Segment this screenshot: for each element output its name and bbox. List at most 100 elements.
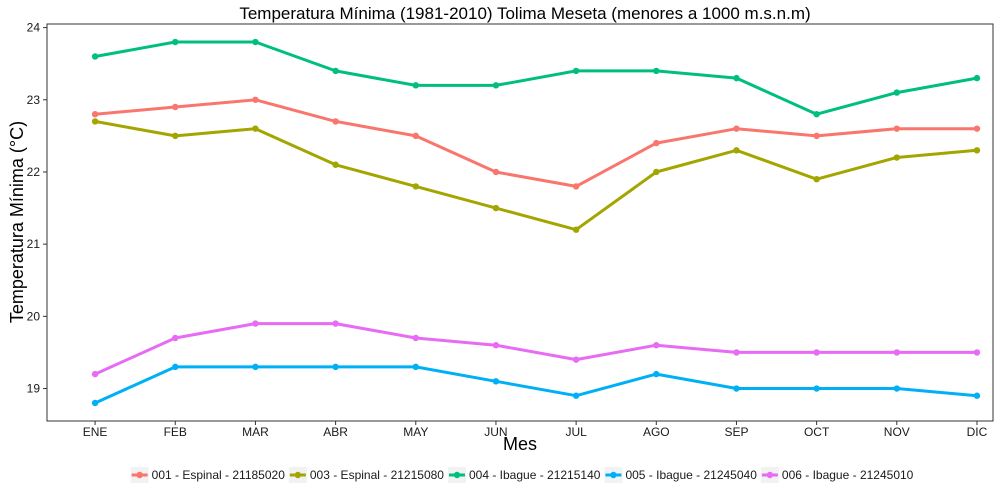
y-tick-label: 19 xyxy=(27,382,41,396)
data-point xyxy=(813,349,820,356)
data-point xyxy=(332,118,339,125)
data-point xyxy=(252,363,259,371)
y-axis: 19 20 21 22 23 24 xyxy=(27,21,47,396)
data-point xyxy=(412,82,419,89)
series-line-5 xyxy=(93,322,979,376)
data-point xyxy=(572,183,580,190)
data-point xyxy=(893,125,900,132)
data-point xyxy=(252,96,259,103)
data-point xyxy=(492,204,500,212)
x-tick-label: JUL xyxy=(565,425,587,439)
data-point xyxy=(893,349,900,356)
data-point xyxy=(492,342,500,349)
legend-item-2: 003 - Espinal - 21215080 xyxy=(288,467,444,483)
legend-label: 006 - Ibague - 21245010 xyxy=(782,468,914,482)
data-point xyxy=(733,349,740,356)
chart-title: Temperatura Mínima (1981-2010) Tolima Me… xyxy=(239,4,810,23)
data-point xyxy=(332,363,339,371)
data-point xyxy=(893,89,900,96)
data-point xyxy=(973,147,981,154)
x-tick-label: DIC xyxy=(967,425,988,439)
x-tick-label: FEB xyxy=(164,425,187,439)
data-point xyxy=(733,125,740,132)
series-line-4 xyxy=(93,365,979,405)
data-point xyxy=(172,132,179,140)
data-point xyxy=(332,67,339,75)
series-line-1 xyxy=(93,98,979,188)
data-point xyxy=(653,168,660,176)
plot-panel xyxy=(46,23,994,422)
data-point xyxy=(733,385,740,392)
data-point xyxy=(653,370,660,378)
data-point xyxy=(492,378,500,385)
data-point xyxy=(492,82,500,89)
series-lines xyxy=(93,40,979,405)
data-point xyxy=(653,67,660,75)
data-point xyxy=(893,385,900,392)
y-tick-label: 22 xyxy=(27,165,41,179)
x-tick-label: NOV xyxy=(884,425,910,439)
x-axis-title: Mes xyxy=(503,434,537,454)
x-tick-label: OCT xyxy=(804,425,830,439)
x-tick-label: JUN xyxy=(484,425,507,439)
data-point xyxy=(492,168,500,176)
legend-label: 003 - Espinal - 21215080 xyxy=(310,468,444,482)
series-line-2 xyxy=(93,119,979,232)
y-tick-label: 23 xyxy=(27,93,41,107)
data-point xyxy=(91,111,99,118)
y-tick-label: 24 xyxy=(27,21,41,35)
data-point xyxy=(813,132,820,140)
y-axis-title: Temperatura Mínima (°C) xyxy=(7,121,27,323)
data-point xyxy=(172,38,179,46)
data-point xyxy=(252,38,259,46)
x-tick-label: SEP xyxy=(724,425,748,439)
data-point xyxy=(813,175,820,183)
data-point xyxy=(572,356,580,363)
x-axis: ENE FEB MAR ABR MAY JUN JUL AGO SEP OCT NOV DIC xyxy=(83,421,988,439)
data-point xyxy=(973,74,981,82)
data-point xyxy=(172,334,179,342)
data-point xyxy=(91,53,99,60)
data-point xyxy=(572,226,580,233)
legend-item-5: 006 - Ibague - 21245010 xyxy=(760,467,914,483)
data-point xyxy=(412,363,419,371)
data-point xyxy=(733,147,740,154)
data-point xyxy=(653,342,660,349)
data-point xyxy=(653,139,660,147)
data-point xyxy=(412,132,419,140)
data-point xyxy=(572,392,580,399)
data-point xyxy=(572,67,580,75)
data-point xyxy=(813,111,820,118)
x-tick-label: MAR xyxy=(242,425,269,439)
x-tick-label: MAY xyxy=(403,425,428,439)
legend-key-point xyxy=(766,471,774,479)
data-point xyxy=(973,392,981,399)
legend-key-point xyxy=(610,471,617,479)
legend-key-point xyxy=(294,471,302,479)
data-point xyxy=(172,103,179,111)
series-points xyxy=(91,38,981,407)
y-tick-label: 20 xyxy=(27,309,41,323)
x-tick-label: ENE xyxy=(83,425,108,439)
data-point xyxy=(973,349,981,356)
legend: 001 - Espinal - 21185020 003 - Espinal - … xyxy=(130,467,914,483)
data-point xyxy=(91,399,99,407)
legend-key-point xyxy=(136,471,143,479)
data-point xyxy=(332,161,339,168)
y-tick-label: 21 xyxy=(27,237,41,251)
data-point xyxy=(973,125,981,132)
data-point xyxy=(412,183,419,190)
data-point xyxy=(252,125,259,132)
x-tick-label: ABR xyxy=(323,425,348,439)
data-point xyxy=(172,363,179,371)
data-point xyxy=(893,154,900,161)
legend-item-3: 004 - Ibague - 21215140 xyxy=(447,467,601,483)
legend-label: 001 - Espinal - 21185020 xyxy=(152,468,286,482)
legend-item-4: 005 - Ibague - 21245040 xyxy=(604,467,757,483)
data-point xyxy=(733,74,740,82)
legend-item-1: 001 - Espinal - 21185020 xyxy=(130,467,286,483)
legend-label: 004 - Ibague - 21215140 xyxy=(469,468,601,482)
data-point xyxy=(252,320,259,327)
